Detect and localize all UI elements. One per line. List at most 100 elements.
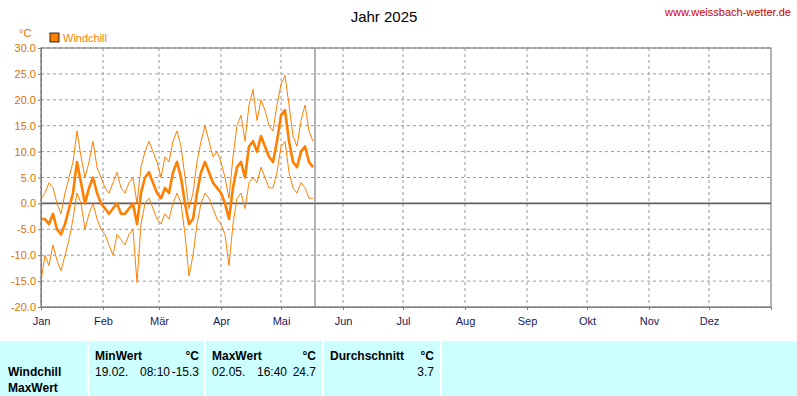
x-tick-mark bbox=[343, 307, 344, 310]
x-grid-line bbox=[403, 48, 404, 307]
y-tick: -20.0 bbox=[11, 301, 41, 313]
y-tick-mark bbox=[38, 255, 41, 256]
y-tick-label: 10.0 bbox=[15, 146, 36, 158]
column-header: Durchschnitt bbox=[330, 349, 404, 363]
column-unit: °C bbox=[139, 349, 199, 363]
x-tick-label: Jul bbox=[396, 315, 410, 327]
y-tick-mark bbox=[38, 100, 41, 101]
y-grid-line bbox=[41, 73, 771, 74]
x-tick: Aug bbox=[456, 307, 476, 327]
y-grid-line bbox=[41, 229, 771, 230]
separator bbox=[440, 341, 442, 396]
x-tick-mark bbox=[649, 307, 650, 310]
title: Jahr 2025 bbox=[351, 8, 418, 25]
x-tick: Mai bbox=[273, 307, 291, 327]
separator bbox=[204, 341, 206, 396]
x-grid-line bbox=[221, 48, 222, 307]
x-tick-label: Aug bbox=[456, 315, 476, 327]
x-axis: JanFebMärAprMaiJunJulAugSepOktNovDez bbox=[33, 307, 772, 327]
source: www.weissbach-wetter.de bbox=[664, 6, 791, 18]
y-tick-mark bbox=[38, 48, 41, 49]
y-tick: 20.0 bbox=[15, 94, 41, 106]
y-grid-line bbox=[41, 281, 771, 282]
y-tick: 15.0 bbox=[15, 120, 41, 132]
date: 19.02. bbox=[95, 365, 128, 379]
y-tick-mark bbox=[38, 126, 41, 127]
x-tick-label: Mär bbox=[150, 315, 169, 327]
y-tick: 25.0 bbox=[15, 68, 41, 80]
x-grid-line bbox=[527, 48, 528, 307]
column-unit: °C bbox=[374, 349, 434, 363]
x-tick: Nov bbox=[640, 307, 660, 327]
y-tick-mark bbox=[38, 152, 41, 153]
x-tick-mark bbox=[221, 307, 222, 310]
x-tick: Mär bbox=[150, 307, 169, 327]
y-tick-label: -15.0 bbox=[11, 275, 36, 287]
y-tick: 30.0 bbox=[15, 42, 41, 54]
x-tick: Jan bbox=[33, 307, 51, 327]
x-tick: Okt bbox=[579, 307, 596, 327]
x-tick-mark bbox=[403, 307, 404, 310]
x-tick-mark bbox=[527, 307, 528, 310]
time: 08:10 bbox=[140, 365, 170, 379]
y-tick-mark bbox=[38, 203, 41, 204]
y-tick-mark bbox=[38, 229, 41, 230]
series-group bbox=[41, 75, 313, 282]
x-tick-mark bbox=[709, 307, 710, 310]
value: -15.3 bbox=[139, 365, 199, 379]
x-tick-label: Nov bbox=[640, 315, 660, 327]
y-tick-label: 30.0 bbox=[15, 42, 36, 54]
y-tick-label: 5.0 bbox=[21, 172, 36, 184]
x-tick: Dez bbox=[700, 307, 720, 327]
x-tick-mark bbox=[41, 307, 42, 310]
legend-swatch bbox=[50, 33, 59, 42]
y-tick-label: 20.0 bbox=[15, 94, 36, 106]
y-tick: 0.0 bbox=[21, 197, 41, 209]
series-line bbox=[41, 110, 313, 234]
y-tick: -10.0 bbox=[11, 249, 41, 261]
x-grid-line bbox=[103, 48, 104, 307]
x-tick: Apr bbox=[213, 307, 230, 327]
grid bbox=[41, 48, 771, 307]
current-day-line bbox=[314, 48, 315, 307]
x-tick-label: Dez bbox=[700, 315, 720, 327]
y-tick-mark bbox=[38, 281, 41, 282]
y-axis-label: °C bbox=[19, 27, 31, 39]
y-grid-line bbox=[41, 99, 771, 100]
y-tick-mark bbox=[38, 307, 41, 308]
column-header: MaxWert bbox=[212, 349, 262, 363]
x-tick-mark bbox=[159, 307, 160, 310]
x-grid-line bbox=[649, 48, 650, 307]
y-tick-mark bbox=[38, 74, 41, 75]
x-tick-mark bbox=[103, 307, 104, 310]
separator bbox=[322, 341, 324, 396]
y-tick-label: 0.0 bbox=[21, 197, 36, 209]
y-grid-line bbox=[41, 151, 771, 152]
y-tick-mark bbox=[38, 178, 41, 179]
y-tick: 10.0 bbox=[15, 146, 41, 158]
plot-frame bbox=[41, 48, 771, 307]
x-grid-line bbox=[159, 48, 160, 307]
y-tick: 5.0 bbox=[21, 172, 41, 184]
y-grid-line bbox=[41, 255, 771, 256]
y-tick-label: 15.0 bbox=[15, 120, 36, 132]
value: 3.7 bbox=[374, 365, 434, 379]
date: 02.05. bbox=[212, 365, 245, 379]
y-axis-line bbox=[38, 49, 42, 308]
row-label: Windchill bbox=[8, 365, 61, 379]
x-tick-label: Sep bbox=[518, 315, 538, 327]
x-tick: Jul bbox=[396, 307, 410, 327]
y-tick: -15.0 bbox=[11, 275, 41, 287]
x-grid-line bbox=[587, 48, 588, 307]
x-tick-label: Jan bbox=[33, 315, 51, 327]
y-tick-label: -20.0 bbox=[11, 301, 36, 313]
x-tick-mark bbox=[281, 307, 282, 310]
value: 24.7 bbox=[256, 365, 316, 379]
time: 16:40 bbox=[257, 365, 287, 379]
legend-label: Windchill bbox=[63, 32, 107, 44]
x-tick: Sep bbox=[518, 307, 538, 327]
x-grid-line bbox=[465, 48, 466, 307]
x-tick-label: Jun bbox=[335, 315, 353, 327]
column-unit: °C bbox=[256, 349, 316, 363]
x-tick-label: Okt bbox=[579, 315, 596, 327]
